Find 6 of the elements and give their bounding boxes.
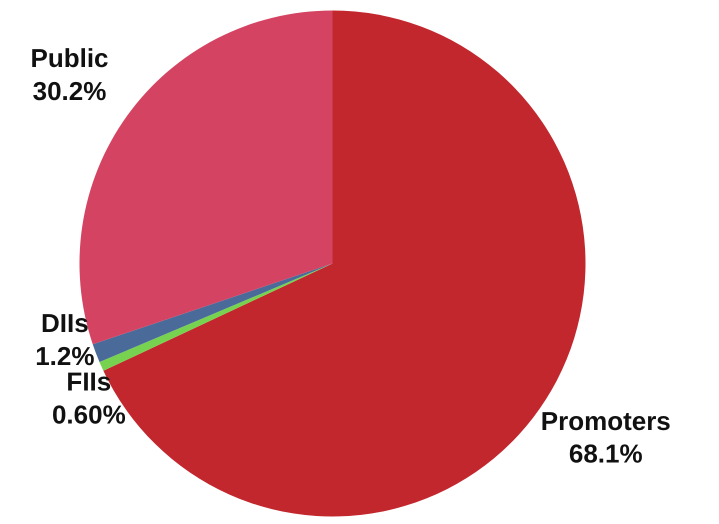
data-label: 30.2% (32, 76, 106, 106)
data-label: 0.60% (52, 399, 126, 430)
slice-label: Public (30, 43, 109, 74)
slice-label: DIIs (40, 308, 89, 338)
data-label: 68.1% (568, 438, 643, 469)
slice-label: Promoters (540, 406, 671, 436)
